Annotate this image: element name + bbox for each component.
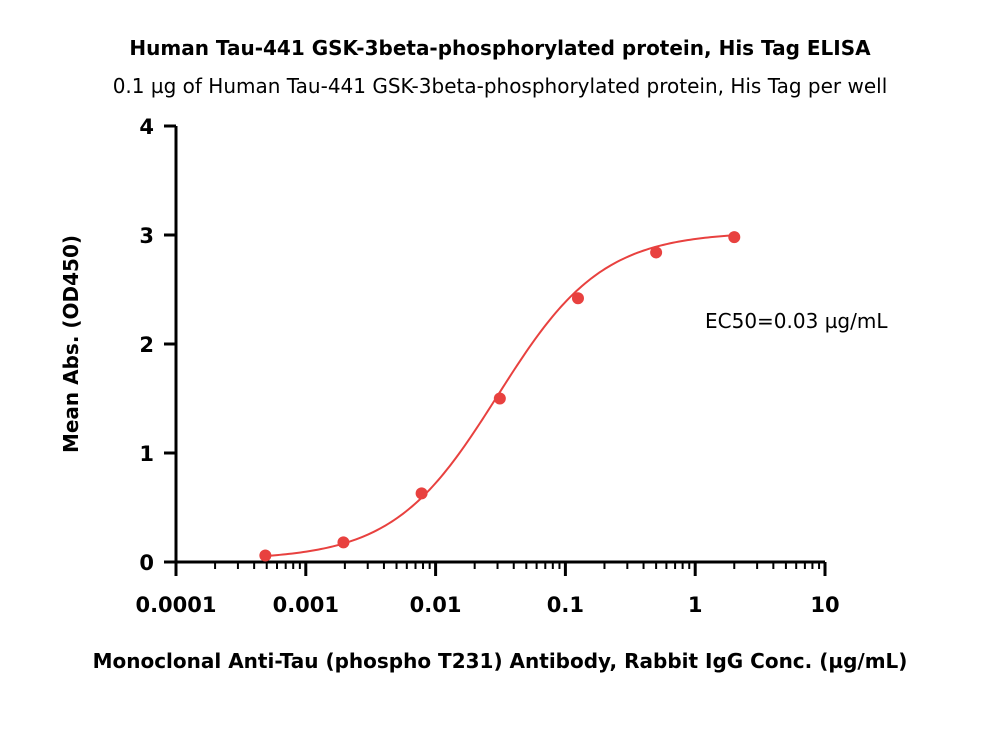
y-tick-label: 0 [139,551,154,575]
data-point [493,392,506,405]
data-point [259,549,272,562]
x-tick-label: 0.0001 [135,593,216,617]
chart-subtitle: 0.1 µg of Human Tau-441 GSK-3beta-phosph… [113,74,888,98]
data-point [415,487,428,500]
data-point [571,292,584,305]
x-tick-label: 0.01 [410,593,462,617]
data-point [337,536,350,549]
y-tick-label: 3 [139,224,154,248]
axes [174,126,825,564]
y-tick-label: 2 [139,333,154,357]
x-tick-label: 0.001 [273,593,339,617]
chart-title: Human Tau-441 GSK-3beta-phosphorylated p… [129,36,871,60]
y-tick-label: 1 [139,442,154,466]
x-tick-label: 10 [810,593,839,617]
ec50-annotation: EC50=0.03 µg/mL [705,309,888,333]
x-axis-label: Monoclonal Anti-Tau (phospho T231) Antib… [93,649,908,673]
x-tick-label: 0.1 [547,593,584,617]
y-tick-label: 4 [139,115,154,139]
x-ticks: 0.0001 0.001 0.01 0.1 1 10 [135,562,840,617]
x-tick-label: 1 [688,593,703,617]
x-minor-ticks [214,562,821,569]
data-points [259,231,741,562]
data-point [650,246,663,259]
data-point [728,231,741,244]
y-ticks: 0 1 2 3 4 [139,115,176,575]
y-axis-label: Mean Abs. (OD450) [59,235,83,453]
